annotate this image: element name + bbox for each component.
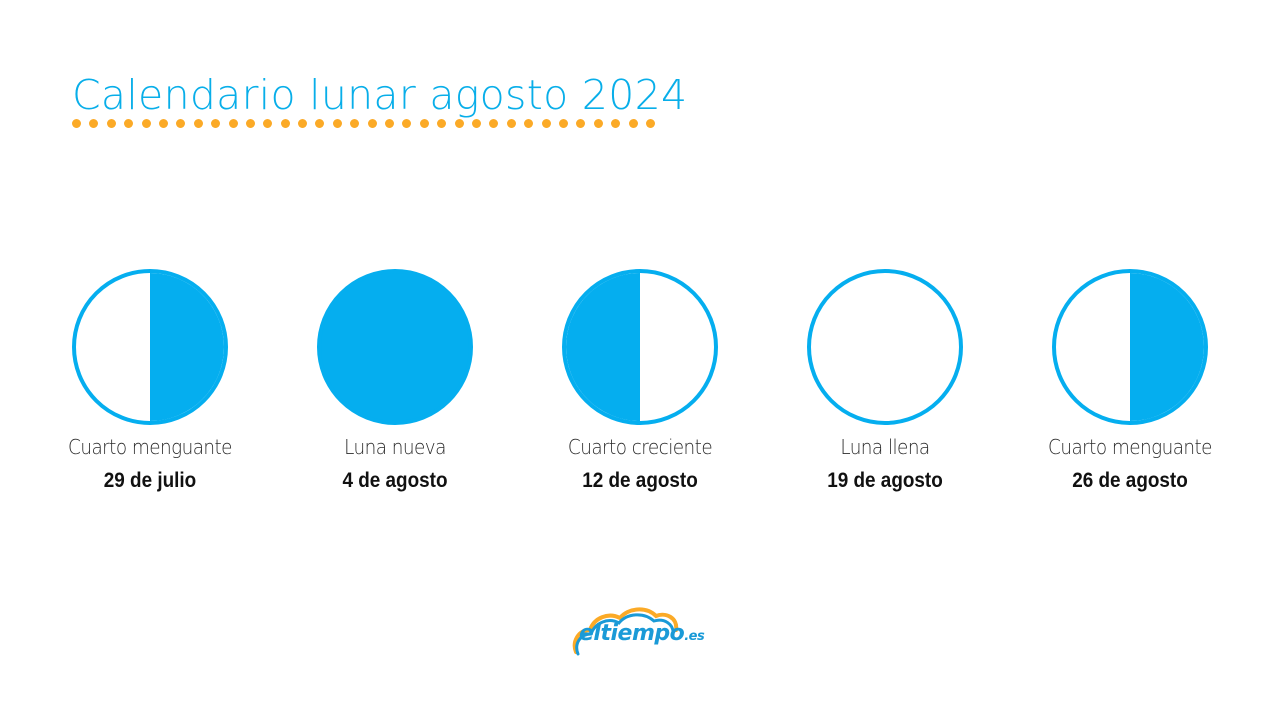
last-quarter-moon-icon [72, 269, 228, 425]
underline-dot [228, 119, 238, 128]
phase-name: Cuarto menguante [1048, 435, 1212, 459]
underline-dot [298, 119, 308, 128]
eltiempo-logo[interactable]: eltiempo.es [570, 604, 715, 660]
underline-dot [645, 119, 655, 128]
underline-dot [471, 119, 481, 128]
phase-date: 19 de agosto [827, 469, 943, 492]
underline-dot [141, 119, 151, 128]
underline-dot [437, 119, 447, 128]
underline-dot [524, 119, 534, 128]
phase-date: 29 de julio [103, 469, 197, 492]
phase-date: 26 de agosto [1072, 469, 1188, 492]
underline-dot [593, 119, 603, 128]
new-moon-icon [317, 269, 473, 425]
underline-dot [124, 119, 134, 128]
underline-dot [211, 119, 221, 128]
underline-dot [506, 119, 516, 128]
cloud-icon [572, 607, 679, 656]
phase-name: Luna nueva [344, 435, 446, 459]
underline-dot [89, 119, 99, 128]
underline-dot [193, 119, 203, 128]
underline-dot [489, 119, 499, 128]
phase-name: Luna llena [840, 435, 930, 459]
underline-dot [280, 119, 290, 128]
underline-dot [628, 119, 638, 128]
underline-dot [558, 119, 568, 128]
underline-dot [106, 119, 116, 128]
phase-date: 12 de agosto [582, 469, 698, 492]
phase-name: Cuarto creciente [567, 435, 713, 459]
underline-dot [176, 119, 186, 128]
first-quarter-moon-icon [562, 269, 718, 425]
page-title: Calendario lunar agosto 2024 [72, 71, 688, 119]
underline-dot [541, 119, 551, 128]
phase-name: Cuarto menguante [68, 435, 232, 459]
underline-dot [385, 119, 395, 128]
underline-dot [419, 119, 429, 128]
underline-dot [158, 119, 168, 128]
phase-item: Luna llena 19 de agosto [765, 269, 1005, 494]
underline-dot [315, 119, 325, 128]
underline-dot [454, 119, 464, 128]
phase-item: Cuarto creciente 12 de agosto [520, 269, 760, 494]
logo-text: eltiempo.es [579, 621, 705, 646]
phase-item: Cuarto menguante 26 de agosto [1010, 269, 1250, 494]
phase-item: Cuarto menguante 29 de julio [30, 269, 270, 494]
phase-item: Luna nueva 4 de agosto [275, 269, 515, 494]
phase-date: 4 de agosto [342, 469, 448, 492]
underline-dot [367, 119, 377, 128]
underline-dot [611, 119, 621, 128]
underline-dot [402, 119, 412, 128]
dotted-underline [72, 119, 682, 129]
underline-dot [263, 119, 273, 128]
underline-dot [350, 119, 360, 128]
underline-dot [576, 119, 586, 128]
underline-dot [245, 119, 255, 128]
underline-dot [332, 119, 342, 128]
full-moon-icon [807, 269, 963, 425]
last-quarter-moon-icon [1052, 269, 1208, 425]
underline-dot [72, 119, 81, 128]
